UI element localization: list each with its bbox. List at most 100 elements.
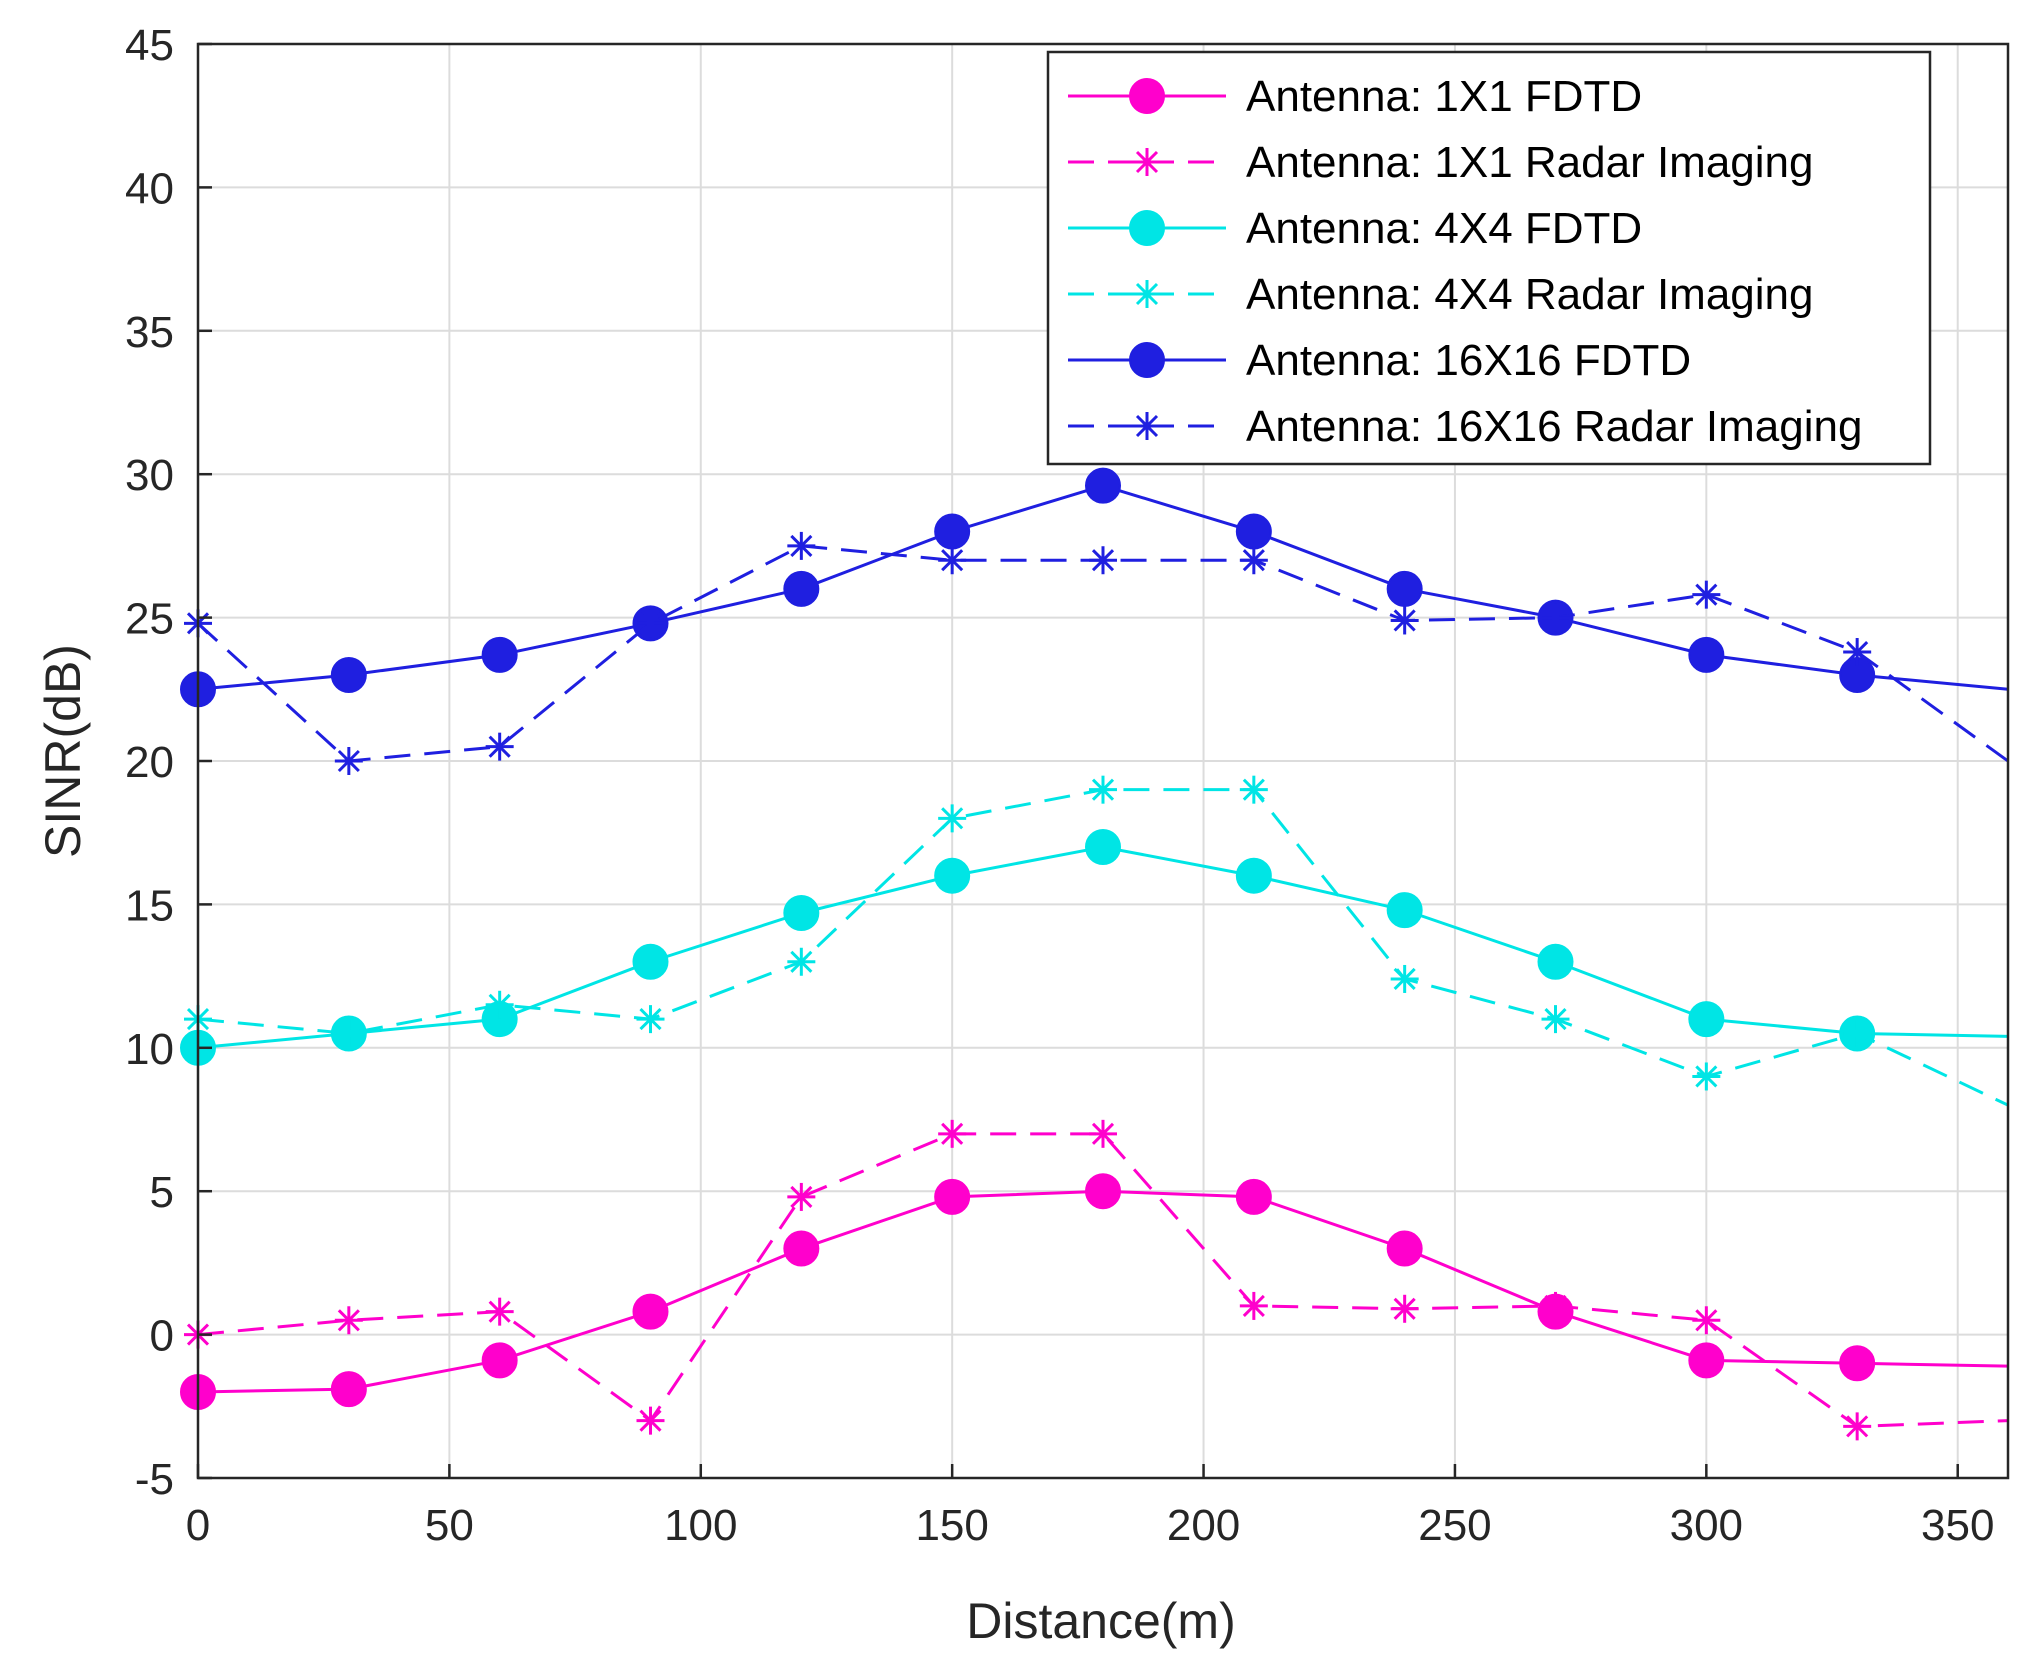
asterisk-stroke	[639, 1409, 662, 1432]
data-point	[1688, 1001, 1725, 1038]
y-tick-label: 25	[125, 595, 174, 644]
data-point	[330, 1371, 367, 1408]
series-0	[180, 1173, 2009, 1410]
asterisk-stroke	[488, 993, 511, 1016]
asterisk-stroke	[1695, 583, 1718, 606]
data-point	[1085, 829, 1121, 866]
asterisk-stroke	[790, 950, 813, 973]
asterisk-stroke	[1544, 1294, 1567, 1317]
asterisk-stroke	[639, 612, 662, 635]
asterisk-stroke	[941, 549, 964, 572]
asterisk-stroke	[1091, 549, 1115, 572]
asterisk-stroke	[488, 1300, 511, 1323]
data-point	[1390, 606, 1419, 635]
x-tick-label: 100	[664, 1501, 737, 1550]
y-tick-label: 10	[125, 1025, 174, 1074]
y-tick-label: 5	[150, 1168, 174, 1217]
data-point	[1692, 1062, 1721, 1091]
data-point	[1541, 1005, 1570, 1034]
asterisk-stroke	[1091, 1122, 1115, 1145]
y-tick-label: 30	[125, 451, 174, 500]
data-point	[1390, 1294, 1419, 1323]
data-point	[934, 1178, 971, 1215]
asterisk-stroke	[1091, 778, 1115, 801]
y-axis-label: SINR(dB)	[35, 644, 91, 858]
asterisk-stroke	[337, 749, 360, 773]
legend-label: Antenna: 1X1 FDTD	[1246, 72, 1642, 121]
legend-label: Antenna: 16X16 FDTD	[1246, 336, 1691, 385]
data-point	[1390, 964, 1419, 993]
legend-marker	[1129, 342, 1165, 378]
legend-marker	[1133, 148, 1161, 176]
y-tick-label: 20	[125, 738, 174, 787]
data-point	[1688, 636, 1725, 673]
legend-marker	[1129, 78, 1165, 114]
legend-item: Antenna: 4X4 Radar Imaging	[1068, 270, 1814, 319]
asterisk-stroke	[1695, 1309, 1718, 1332]
series-5	[184, 531, 2009, 775]
asterisk-stroke	[1846, 640, 1869, 664]
data-point	[938, 546, 967, 575]
legend-marker	[1129, 210, 1165, 246]
asterisk-stroke	[337, 1309, 360, 1332]
data-point	[934, 513, 971, 550]
data-point	[330, 656, 367, 693]
data-point	[1235, 1178, 1272, 1215]
data-point	[1843, 1412, 1872, 1441]
x-tick-label: 200	[1167, 1501, 1240, 1550]
data-point	[636, 609, 665, 638]
plot-series	[180, 467, 2009, 1441]
asterisk-stroke	[1242, 1294, 1265, 1317]
y-tick-label: 45	[125, 21, 174, 70]
data-point	[1537, 943, 1574, 980]
data-point	[787, 531, 816, 560]
y-tick-label: 40	[125, 164, 174, 213]
asterisk-stroke	[1544, 606, 1567, 629]
data-point	[485, 732, 514, 761]
legend-box	[1046, 50, 1932, 466]
data-point	[1386, 1230, 1423, 1267]
legend-marker	[1133, 412, 1161, 440]
x-tick-label: 150	[915, 1501, 988, 1550]
data-point	[1085, 467, 1121, 504]
y-tick-label: 15	[125, 881, 174, 930]
data-point	[334, 747, 363, 775]
data-point	[632, 1293, 669, 1330]
asterisk-stroke	[790, 534, 813, 557]
y-tick-label: 35	[125, 308, 174, 357]
data-point	[334, 1306, 363, 1335]
legend-item: Antenna: 4X4 FDTD	[1068, 204, 1642, 253]
x-tick-label: 250	[1418, 1501, 1491, 1550]
y-tick-label: -5	[135, 1455, 174, 1504]
asterisk-stroke	[1135, 150, 1159, 174]
data-point	[787, 1182, 816, 1211]
data-point	[1843, 638, 1872, 667]
data-point	[1239, 546, 1268, 575]
data-point	[783, 1230, 820, 1267]
data-point	[1239, 1291, 1268, 1320]
data-point	[485, 1297, 514, 1326]
data-point	[934, 857, 971, 894]
legend-label: Antenna: 1X1 Radar Imaging	[1246, 138, 1814, 187]
asterisk-stroke	[488, 735, 511, 758]
legend-marker	[1133, 280, 1161, 308]
data-point	[481, 636, 518, 673]
data-point	[1089, 546, 1117, 575]
data-point	[783, 895, 820, 932]
data-point	[632, 943, 669, 980]
x-axis-label: Distance(m)	[966, 1593, 1235, 1649]
asterisk-stroke	[1135, 282, 1159, 306]
data-point	[938, 804, 967, 833]
data-point	[1089, 1119, 1117, 1148]
x-tick-label: 300	[1670, 1501, 1743, 1550]
asterisk-stroke	[1393, 1297, 1416, 1320]
data-point	[1239, 775, 1268, 804]
legend-item: Antenna: 1X1 FDTD	[1068, 72, 1642, 121]
data-point	[938, 1119, 967, 1148]
data-point	[1089, 775, 1117, 804]
asterisk-stroke	[337, 1022, 360, 1045]
asterisk-stroke	[790, 1185, 813, 1208]
data-point	[1085, 1173, 1121, 1210]
data-point	[783, 570, 820, 607]
legend-item: Antenna: 1X1 Radar Imaging	[1068, 138, 1814, 187]
